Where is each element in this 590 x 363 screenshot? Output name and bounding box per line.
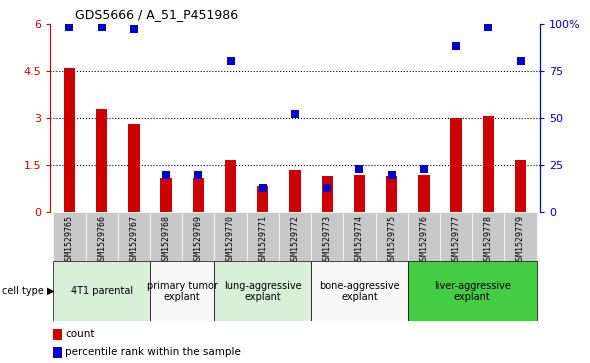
Text: percentile rank within the sample: percentile rank within the sample bbox=[65, 347, 241, 358]
Text: GDS5666 / A_51_P451986: GDS5666 / A_51_P451986 bbox=[74, 8, 238, 21]
Bar bbox=[96, 109, 107, 212]
Bar bbox=[182, 212, 214, 261]
Bar bbox=[53, 347, 62, 358]
Text: GSM1529771: GSM1529771 bbox=[258, 215, 267, 265]
Text: count: count bbox=[65, 329, 95, 339]
Bar bbox=[247, 212, 279, 261]
Bar bbox=[343, 212, 376, 261]
Bar bbox=[504, 212, 537, 261]
Bar bbox=[483, 117, 494, 212]
Bar bbox=[53, 261, 150, 321]
Bar bbox=[322, 176, 333, 212]
Text: 4T1 parental: 4T1 parental bbox=[71, 286, 133, 296]
Text: GSM1529769: GSM1529769 bbox=[194, 215, 203, 265]
Bar bbox=[160, 178, 172, 212]
Text: GSM1529776: GSM1529776 bbox=[419, 215, 428, 265]
Point bbox=[226, 58, 235, 64]
Text: bone-aggressive
explant: bone-aggressive explant bbox=[319, 281, 400, 302]
Text: GSM1529775: GSM1529775 bbox=[387, 215, 396, 265]
Bar bbox=[289, 170, 301, 212]
Point bbox=[419, 166, 428, 172]
Bar bbox=[53, 329, 62, 340]
Text: GSM1529766: GSM1529766 bbox=[97, 215, 106, 265]
Text: GSM1529778: GSM1529778 bbox=[484, 215, 493, 265]
Text: liver-aggressive
explant: liver-aggressive explant bbox=[434, 281, 510, 302]
Point bbox=[194, 172, 203, 178]
Bar bbox=[311, 212, 343, 261]
Text: GSM1529779: GSM1529779 bbox=[516, 215, 525, 265]
Point bbox=[97, 24, 106, 30]
Point bbox=[162, 172, 171, 178]
Bar bbox=[440, 212, 472, 261]
Text: lung-aggressive
explant: lung-aggressive explant bbox=[224, 281, 301, 302]
Bar bbox=[515, 160, 526, 212]
Bar bbox=[150, 261, 214, 321]
Bar bbox=[354, 175, 365, 212]
Bar bbox=[86, 212, 118, 261]
Bar bbox=[311, 261, 408, 321]
Point bbox=[65, 24, 74, 30]
Point bbox=[129, 26, 139, 32]
Bar bbox=[214, 261, 311, 321]
Bar bbox=[53, 212, 86, 261]
Text: GSM1529773: GSM1529773 bbox=[323, 215, 332, 265]
Text: GSM1529767: GSM1529767 bbox=[129, 215, 139, 265]
Bar bbox=[408, 261, 537, 321]
Point bbox=[323, 185, 332, 191]
Point bbox=[484, 24, 493, 30]
Text: GSM1529770: GSM1529770 bbox=[226, 215, 235, 265]
Bar bbox=[408, 212, 440, 261]
Bar bbox=[257, 185, 268, 212]
Text: GSM1529765: GSM1529765 bbox=[65, 215, 74, 265]
Text: primary tumor
explant: primary tumor explant bbox=[147, 281, 218, 302]
Bar bbox=[214, 212, 247, 261]
Text: GSM1529777: GSM1529777 bbox=[451, 215, 461, 265]
Bar bbox=[450, 118, 462, 212]
Bar bbox=[472, 212, 504, 261]
Bar bbox=[128, 124, 140, 212]
Point bbox=[258, 185, 267, 191]
Text: GSM1529774: GSM1529774 bbox=[355, 215, 364, 265]
Bar bbox=[193, 178, 204, 212]
Point bbox=[516, 58, 525, 64]
Bar bbox=[386, 176, 397, 212]
Bar bbox=[225, 160, 236, 212]
Bar bbox=[64, 68, 75, 212]
Text: GSM1529768: GSM1529768 bbox=[162, 215, 171, 265]
Text: cell type ▶: cell type ▶ bbox=[2, 286, 54, 296]
Point bbox=[355, 166, 364, 172]
Bar bbox=[376, 212, 408, 261]
Bar bbox=[279, 212, 311, 261]
Point bbox=[387, 172, 396, 178]
Text: GSM1529772: GSM1529772 bbox=[290, 215, 300, 265]
Bar bbox=[118, 212, 150, 261]
Point bbox=[290, 111, 300, 117]
Bar bbox=[418, 175, 430, 212]
Point bbox=[451, 43, 461, 49]
Bar bbox=[150, 212, 182, 261]
